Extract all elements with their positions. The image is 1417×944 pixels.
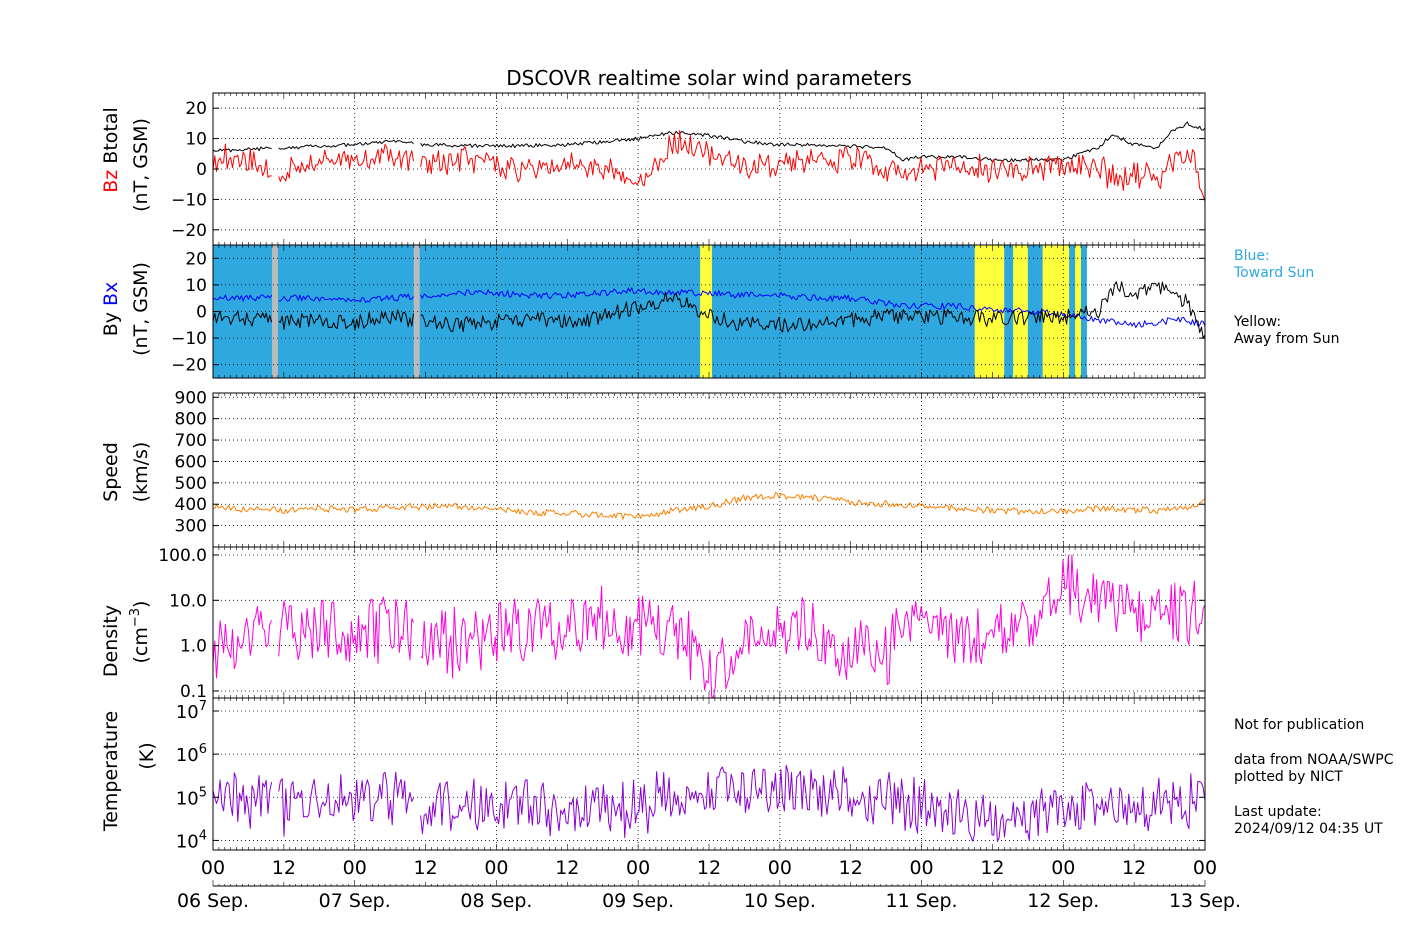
tick-label-y: 700 xyxy=(175,431,207,451)
series-btotal xyxy=(212,121,1206,163)
legend-blue-text: Toward Sun xyxy=(1234,265,1315,281)
panel-density: 0.1 1.0 10.0 100.0 xyxy=(158,546,1206,702)
legend-blue-title: Blue: xyxy=(1234,248,1270,264)
legend-toward-sun: Blue: Toward Sun xyxy=(1234,248,1314,282)
tick-label-y: 106 xyxy=(176,742,207,766)
tick-label-hour: 00 xyxy=(768,857,792,879)
tick-label-y: 0 xyxy=(196,160,207,180)
ylabel-mag-units: (nT, GSM) xyxy=(130,118,152,212)
tick-label-y: 600 xyxy=(175,452,207,472)
source-line-1: data from NOAA/SWPC xyxy=(1234,752,1394,768)
ylabel-temp: Temperature xyxy=(100,711,122,832)
away-from-sun-band xyxy=(1013,245,1028,378)
tick-label-y: 500 xyxy=(175,474,207,494)
ylabel-mag: Bz Btotal xyxy=(100,107,122,193)
legend-yellow-text: Away from Sun xyxy=(1234,331,1340,347)
tick-label-hour: 12 xyxy=(839,857,863,879)
panel-frame xyxy=(212,392,1206,548)
tick-label-day: 09 Sep. xyxy=(602,890,674,912)
data-source-note: data from NOAA/SWPC plotted by NICT xyxy=(1234,752,1393,786)
chart-title: DSCOVR realtime solar wind parameters xyxy=(506,66,912,90)
panel-mag: −20 −10 0 10 20 xyxy=(171,92,1206,246)
tick-label-hour: 00 xyxy=(484,857,508,879)
tick-label-y: 10 xyxy=(185,276,207,296)
ylabel-density-units: (cm−3) xyxy=(128,601,152,664)
legend-away-from-sun: Yellow: Away from Sun xyxy=(1234,314,1339,348)
tick-label-day: 07 Sep. xyxy=(319,890,391,912)
tick-label-y: −20 xyxy=(171,356,207,376)
tick-label-hour: 00 xyxy=(626,857,650,879)
tick-label-y: 800 xyxy=(175,410,207,430)
tick-label-y: 300 xyxy=(175,517,207,537)
tick-label-y: 104 xyxy=(176,828,207,852)
last-update-label: Last update: xyxy=(1234,804,1322,820)
tick-label-day: 12 Sep. xyxy=(1027,890,1099,912)
tick-label-hour: 12 xyxy=(272,857,296,879)
series-density xyxy=(212,554,1206,698)
panel-frame xyxy=(212,697,1206,851)
tick-label-y: 10 xyxy=(185,130,207,150)
tick-label-day: 08 Sep. xyxy=(460,890,532,912)
not-for-publication-note: Not for publication xyxy=(1234,717,1365,733)
tick-label-y: 20 xyxy=(185,249,207,269)
ylabel-speed: Speed xyxy=(100,442,122,502)
tick-label-hour: 00 xyxy=(1051,857,1075,879)
series-speed xyxy=(213,492,1206,520)
tick-label-y: −20 xyxy=(171,221,207,241)
tick-label-hour: 12 xyxy=(697,857,721,879)
tick-label-y: 0 xyxy=(196,303,207,323)
last-update-note: Last update: 2024/09/12 04:35 UT xyxy=(1234,804,1383,838)
last-update-value: 2024/09/12 04:35 UT xyxy=(1234,821,1383,837)
tick-label-hour: 12 xyxy=(555,857,579,879)
series-bx xyxy=(212,287,1206,328)
tick-label-y: 10.0 xyxy=(169,591,207,611)
tick-label-day: 11 Sep. xyxy=(886,890,958,912)
tick-label-y: 105 xyxy=(176,785,207,809)
panel-temp: 104 105 106 107 xyxy=(176,697,1206,852)
tick-label-hour: 00 xyxy=(201,857,225,879)
series-by xyxy=(212,281,1206,339)
no-data-band xyxy=(272,245,278,378)
tick-label-y: 107 xyxy=(176,699,207,723)
tick-label-hour: 00 xyxy=(909,857,933,879)
tick-label-hour: 12 xyxy=(980,857,1004,879)
tick-label-day: 13 Sep. xyxy=(1169,890,1241,912)
source-line-2: plotted by NICT xyxy=(1234,769,1343,785)
tick-label-day: 06 Sep. xyxy=(177,890,249,912)
legend-yellow-title: Yellow: xyxy=(1234,314,1282,330)
tick-label-y: 20 xyxy=(185,99,207,119)
tick-label-y: −10 xyxy=(171,329,207,349)
tick-label-hour: 00 xyxy=(1193,857,1217,879)
no-data-band xyxy=(413,245,420,378)
tick-label-y: −10 xyxy=(171,190,207,210)
ylabel-temp-units: (K) xyxy=(136,742,158,769)
away-from-sun-band xyxy=(1042,245,1070,378)
tick-label-y: 900 xyxy=(175,388,207,408)
tick-label-y: 400 xyxy=(175,495,207,515)
tick-label-hour: 12 xyxy=(1122,857,1146,879)
away-from-sun-band xyxy=(1075,245,1081,378)
ylabel-density: Density xyxy=(100,605,122,677)
panel-bxy: −20 −10 0 10 20 xyxy=(171,244,1206,379)
series-temperature xyxy=(212,764,1206,843)
tick-label-y: 100.0 xyxy=(158,546,207,566)
tick-label-hour: 00 xyxy=(343,857,367,879)
ylabel-bxy: By Bx xyxy=(100,282,122,337)
tick-label-day: 10 Sep. xyxy=(744,890,816,912)
tick-label-hour: 12 xyxy=(413,857,437,879)
ylabel-bxy-units: (nT, GSM) xyxy=(130,262,152,356)
tick-label-y: 0.1 xyxy=(180,682,207,702)
tick-label-y: 1.0 xyxy=(180,637,207,657)
away-from-sun-band xyxy=(700,245,712,378)
ylabel-speed-units: (km/s) xyxy=(130,442,152,503)
series-bz xyxy=(212,130,1206,202)
